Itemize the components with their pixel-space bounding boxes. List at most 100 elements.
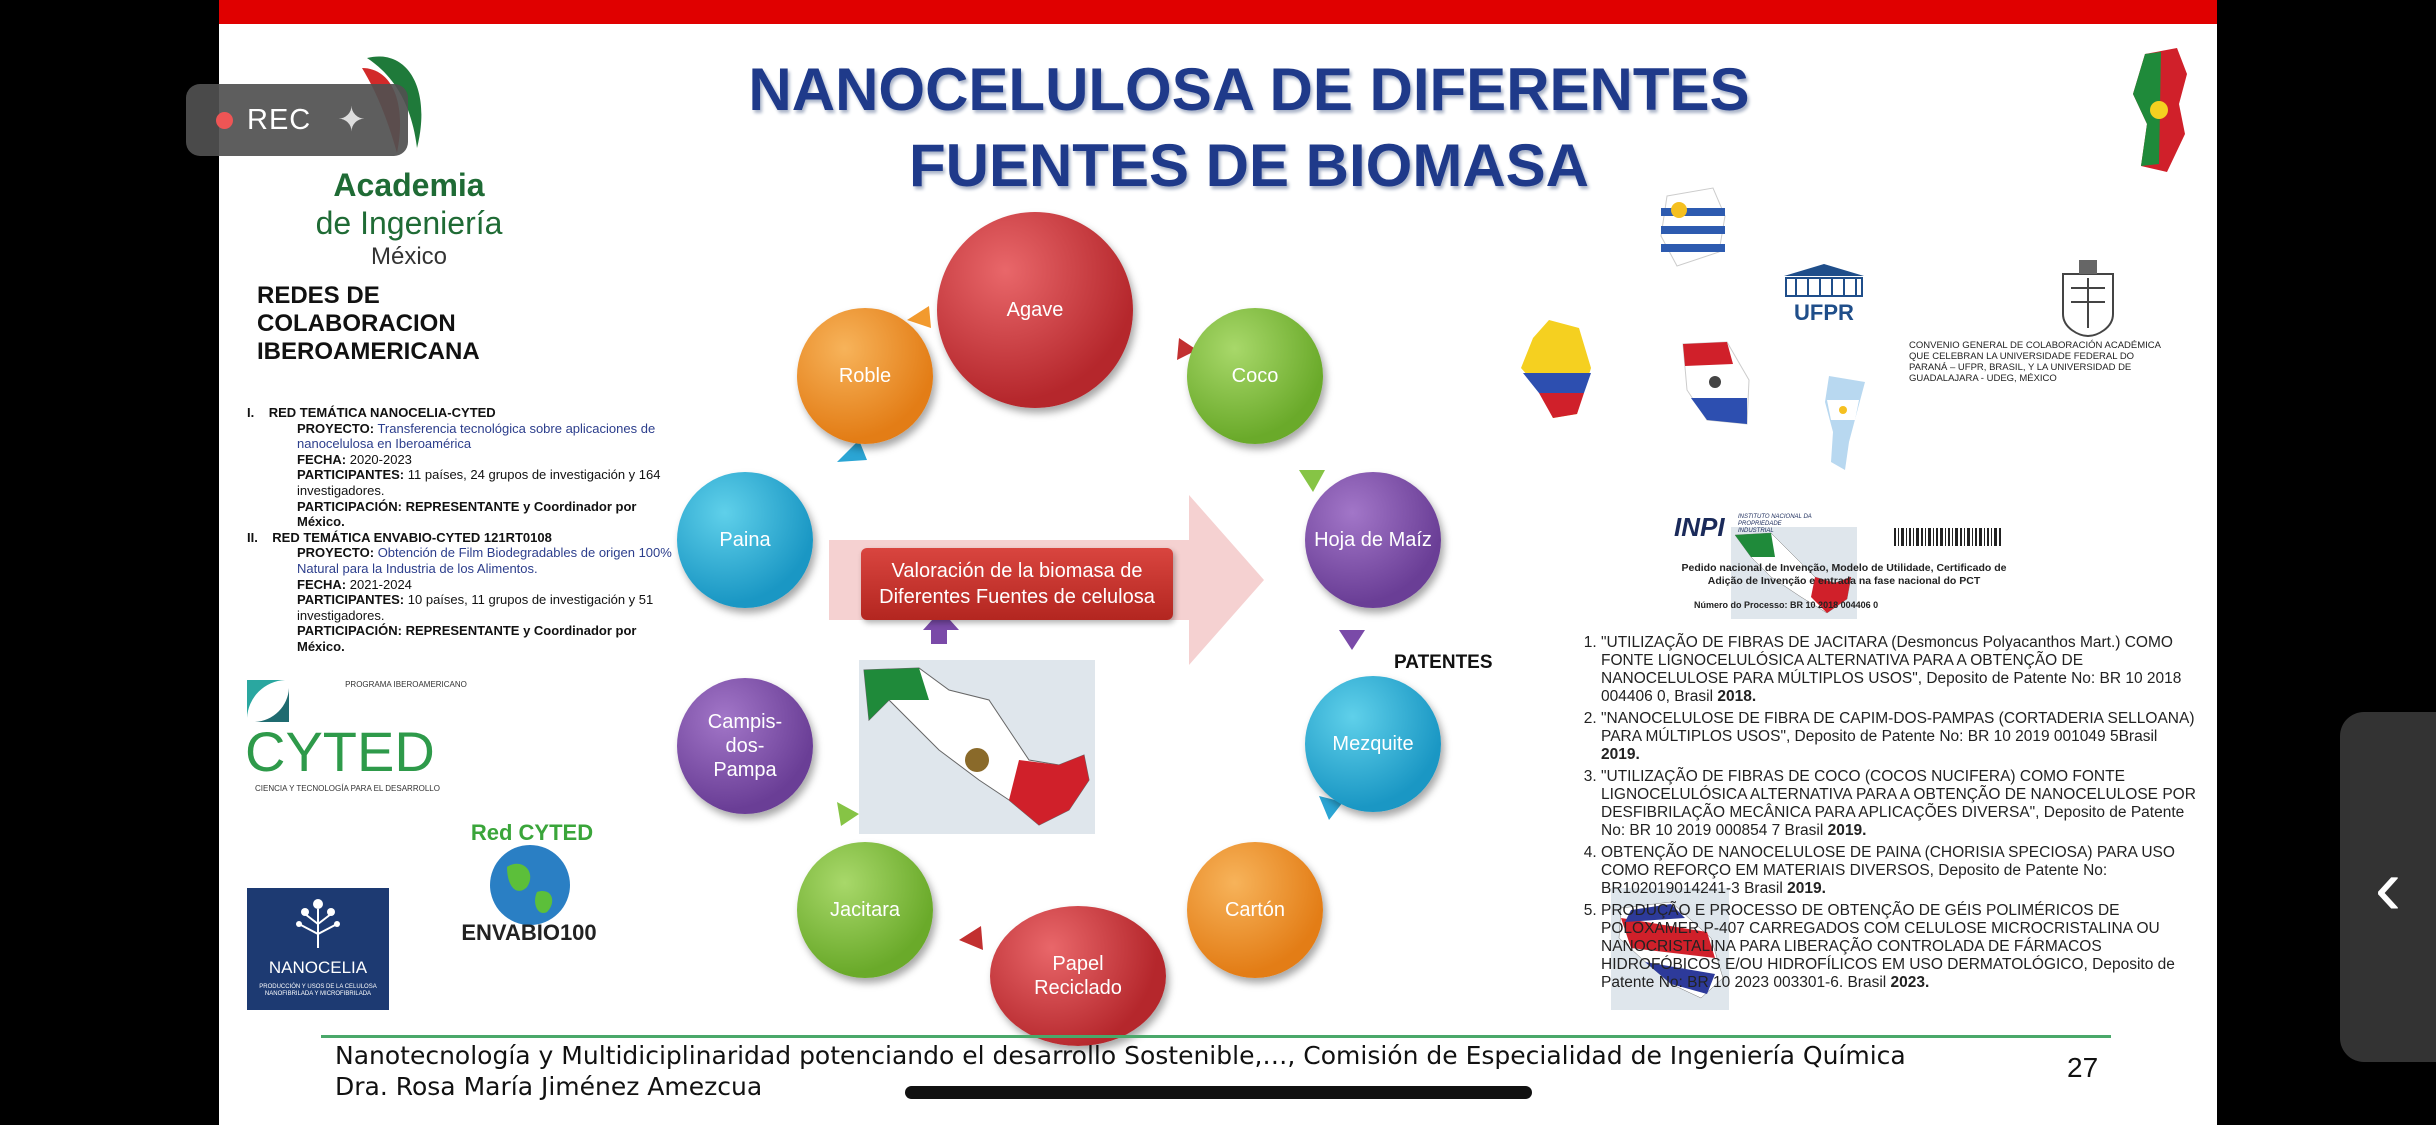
- recording-indicator[interactable]: REC ✦: [186, 84, 408, 156]
- patent-text: OBTENÇÃO DE NANOCELULOSE DE PAINA (CHORI…: [1601, 844, 2175, 897]
- patent-year: 2023.: [1890, 974, 1930, 991]
- recording-label: REC: [247, 103, 312, 136]
- patent-item: "UTILIZAÇÃO DE FIBRAS DE JACITARA (Desmo…: [1601, 634, 2199, 706]
- participacion-text: PARTICIPACIÓN: REPRESENTANTE y Coordinad…: [297, 623, 637, 654]
- patent-item: OBTENÇÃO DE NANOCELULOSE DE PAINA (CHORI…: [1601, 844, 2199, 898]
- red-cyted-bottom: ENVABIO100: [461, 920, 597, 945]
- node-label: Roble: [838, 365, 892, 387]
- node-label: Mezquite: [1332, 733, 1414, 755]
- node-label: Jacitara: [829, 899, 901, 921]
- footer-line1: Nanotecnología y Multidiciplinaridad pot…: [335, 1041, 1906, 1070]
- patent-year: 2019.: [1827, 822, 1867, 839]
- argentina-map-icon: [1825, 376, 1865, 470]
- fecha-text: 2021-2024: [349, 576, 412, 592]
- fecha-label: FECHA:: [297, 576, 347, 592]
- nanocelia-logo: NANOCELIA PRODUCCIÓN Y USOS DE LA CELULO…: [247, 888, 389, 1010]
- academia-line2: de Ingeniería: [315, 205, 503, 241]
- inpi-logo: INPI: [1674, 512, 1725, 542]
- patent-text: "NANOCELULOSE DE FIBRA DE CAPIM-DOS-PAMP…: [1601, 710, 2195, 745]
- patent-text: "UTILIZAÇÃO DE FIBRAS DE COCO (COCOS NUC…: [1601, 768, 2196, 839]
- node-label: Cartón: [1224, 899, 1286, 921]
- building-icon: [1784, 264, 1864, 297]
- project-num: II.: [247, 529, 258, 545]
- tree-icon: [296, 899, 340, 948]
- node-agave: Agave: [937, 212, 1133, 408]
- fecha-text: 2020-2023: [349, 451, 412, 467]
- patent-year: 2019.: [1787, 880, 1826, 897]
- paraguay-map-icon: [1682, 341, 1750, 425]
- academia-line3: México: [370, 243, 448, 270]
- globe-icon: [490, 845, 570, 925]
- proyecto-text: Obtención de Film Biodegradables de orig…: [297, 545, 672, 576]
- project-num: I.: [247, 405, 255, 420]
- project-item: I. RED TEMÁTICA NANOCELIA-CYTED PROYECTO…: [247, 405, 677, 530]
- cyted-tagline: CIENCIA Y TECNOLOGÍA PARA EL DESARROLLO: [255, 784, 440, 793]
- footer-divider: [321, 1035, 2111, 1038]
- redes-heading: REDES DE COLABORACION IBEROAMERICANA: [257, 282, 480, 365]
- top-red-bar: [219, 0, 2217, 24]
- node-label: Papel Reciclado: [1034, 953, 1122, 999]
- node-label: Paina: [719, 529, 771, 551]
- proyecto-text: Transferencia tecnológica sobre aplicaci…: [297, 420, 656, 452]
- node-jacitara: Jacitara: [797, 842, 933, 978]
- proyecto-label: PROYECTO:: [297, 545, 375, 561]
- proyecto-label: PROYECTO:: [297, 420, 375, 436]
- red-cyted-top: Red CYTED: [470, 820, 594, 845]
- fecha-label: FECHA:: [297, 451, 347, 467]
- inpi-process-label: Número do Processo:: [1694, 600, 1788, 610]
- convenio-text: CONVENIO GENERAL DE COLABORACIÓN ACADÉMI…: [1909, 340, 2161, 384]
- patent-text: "UTILIZAÇÃO DE FIBRAS DE JACITARA (Desmo…: [1601, 634, 2182, 705]
- slide-title: NANOCELULOSA DE DIFERENTES FUENTES DE BI…: [748, 56, 1750, 199]
- node-coco: Coco: [1187, 308, 1323, 444]
- projects-list: I. RED TEMÁTICA NANOCELIA-CYTED PROYECTO…: [247, 405, 677, 655]
- participacion-text: PARTICIPACIÓN: REPRESENTANTE y Coordinad…: [297, 498, 637, 530]
- nanocelia-name: NANOCELIA: [268, 958, 368, 977]
- page-number: 27: [2067, 1052, 2099, 1083]
- ufpr-label: UFPR: [1794, 300, 1854, 325]
- participantes-label: PARTICIPANTES:: [297, 592, 405, 608]
- patent-item: "UTILIZAÇÃO DE FIBRAS DE COCO (COCOS NUC…: [1601, 768, 2199, 840]
- center-label: Valoración de la biomasa de Diferentes F…: [861, 548, 1173, 620]
- academia-line1: Academia: [333, 167, 485, 203]
- node-mezquite: Mezquite: [1305, 676, 1441, 812]
- portugal-map-icon: [2133, 48, 2187, 172]
- node-label: Agave: [1006, 299, 1064, 321]
- home-indicator-bar[interactable]: [905, 1086, 1532, 1099]
- sparkle-icon[interactable]: ✦: [337, 101, 366, 139]
- node-hoja-de-maiz: Hoja de Maíz: [1305, 472, 1441, 608]
- record-dot-icon: [216, 111, 233, 129]
- inpi-process: Número do Processo: BR 10 2018 004406 0: [1694, 600, 1878, 610]
- cyted-logo: PROGRAMA IBEROAMERICANO CYTED CIENCIA Y …: [245, 678, 475, 798]
- nanocelia-caption: PRODUCCIÓN Y USOS DE LA CELULOSA NANOFIB…: [259, 984, 377, 997]
- patent-item: "NANOCELULOSE DE FIBRA DE CAPIM-DOS-PAMP…: [1601, 710, 2199, 764]
- footer-line2: Dra. Rosa María Jiménez Amezcua: [335, 1072, 763, 1101]
- uruguay-map-icon: [1660, 187, 1726, 267]
- mexico-map-icon: [859, 660, 1095, 834]
- patents-heading: PATENTES: [1394, 652, 1493, 673]
- mexico-flag-map-icon: [1731, 527, 1857, 619]
- inpi-doc-title: Pedido nacional de Invenção, Modelo de U…: [1681, 562, 2007, 587]
- participantes-text: 11 países, 24 grupos de investigación y …: [297, 467, 661, 498]
- patent-text: PRODUÇÃO E PROCESSO DE OBTENÇÃO DE GÉIS …: [1601, 902, 2175, 991]
- inpi-org: INSTITUTO NACIONAL DA PROPRIEDADE INDUST…: [1738, 514, 1812, 534]
- academia-name: Academia de Ingeniería México: [289, 166, 529, 272]
- node-campis-dos-pampa: Campis-dos-Pampa: [677, 678, 813, 814]
- udeg-crest-icon: [2062, 260, 2114, 338]
- cyted-mark-icon: [247, 680, 289, 722]
- patents-list: "UTILIZAÇÃO DE FIBRAS DE JACITARA (Desmo…: [1579, 634, 2199, 996]
- node-papel-reciclado: Papel Reciclado: [990, 906, 1166, 1046]
- chevron-left-icon: ‹: [2374, 842, 2402, 931]
- project-item: II. RED TEMÁTICA ENVABIO-CYTED 121RT0108…: [247, 530, 677, 655]
- side-panel-handle[interactable]: ‹: [2340, 712, 2436, 1062]
- project-name: RED TEMÁTICA ENVABIO-CYTED 121RT0108: [272, 529, 552, 545]
- node-label: Coco: [1231, 365, 1279, 387]
- node-paina: Paina: [677, 472, 813, 608]
- patent-year: 2019.: [1601, 746, 1640, 763]
- barcode-icon: [1894, 528, 2001, 546]
- cyted-name: CYTED: [245, 720, 435, 783]
- ufpr-logo: UFPR: [1774, 262, 1874, 328]
- node-label: Campis-dos-Pampa: [707, 711, 783, 781]
- participantes-label: PARTICIPANTES:: [297, 467, 405, 483]
- project-name: RED TEMÁTICA NANOCELIA-CYTED: [268, 405, 496, 420]
- node-roble: Roble: [797, 308, 933, 444]
